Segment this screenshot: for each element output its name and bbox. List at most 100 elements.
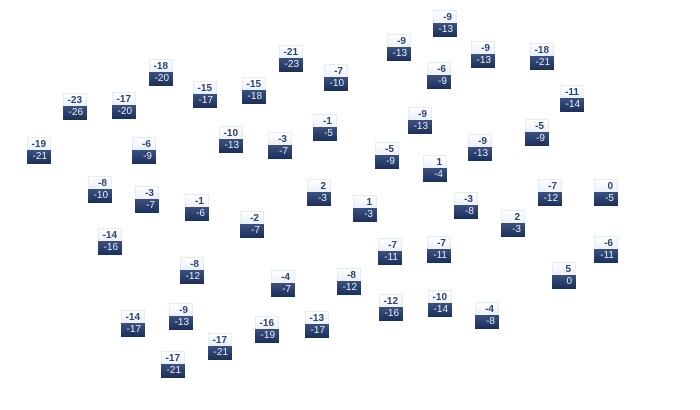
low-temperature: -9 xyxy=(525,132,549,146)
temperature-marker[interactable]: -10 -14 xyxy=(428,290,452,318)
high-temperature: 5 xyxy=(552,262,576,275)
temperature-marker[interactable]: -3 -8 xyxy=(454,192,478,220)
temperature-marker[interactable]: -19 -21 xyxy=(27,137,51,165)
low-temperature: -13 xyxy=(433,23,457,37)
temperature-marker[interactable]: -2 -7 xyxy=(240,211,264,239)
temperature-marker[interactable]: -7 -11 xyxy=(378,238,402,266)
temperature-marker[interactable]: -5 -9 xyxy=(375,142,399,170)
temperature-marker[interactable]: 0 -5 xyxy=(594,179,618,207)
temperature-marker[interactable]: -18 -21 xyxy=(530,43,554,71)
temperature-marker[interactable]: -9 -13 xyxy=(433,10,457,38)
temperature-marker[interactable]: -11 -14 xyxy=(560,85,584,113)
low-temperature: -4 xyxy=(423,168,447,182)
high-temperature: -10 xyxy=(428,290,452,303)
temperature-marker[interactable]: -15 -18 xyxy=(242,77,266,105)
high-temperature: -3 xyxy=(135,186,159,199)
low-temperature: -12 xyxy=(180,270,204,284)
low-temperature: -26 xyxy=(63,106,87,120)
temperature-marker[interactable]: -9 -13 xyxy=(468,134,492,162)
low-temperature: -11 xyxy=(378,251,402,265)
high-temperature: 2 xyxy=(501,210,525,223)
low-temperature: -10 xyxy=(324,77,348,91)
low-temperature: -13 xyxy=(387,47,411,61)
temperature-marker[interactable]: -9 -13 xyxy=(408,107,432,135)
temperature-marker[interactable]: -14 -17 xyxy=(121,310,145,338)
temperature-marker[interactable]: -1 -6 xyxy=(185,194,209,222)
temperature-marker[interactable]: -9 -13 xyxy=(471,41,495,69)
temperature-marker[interactable]: -14 -16 xyxy=(98,228,122,256)
temperature-marker[interactable]: -8 -12 xyxy=(180,257,204,285)
temperature-marker[interactable]: 2 -3 xyxy=(307,179,331,207)
temperature-marker[interactable]: -17 -21 xyxy=(161,351,185,379)
low-temperature: -9 xyxy=(427,75,451,89)
temperature-marker[interactable]: -7 -12 xyxy=(538,179,562,207)
temperature-marker[interactable]: 2 -3 xyxy=(501,210,525,238)
temperature-marker[interactable]: -8 -10 xyxy=(88,176,112,204)
temperature-marker[interactable]: -4 -7 xyxy=(271,270,295,298)
temperature-marker[interactable]: -17 -20 xyxy=(112,92,136,120)
temperature-marker[interactable]: -8 -12 xyxy=(337,268,361,296)
high-temperature: -19 xyxy=(27,137,51,150)
low-temperature: -3 xyxy=(501,223,525,237)
low-temperature: -13 xyxy=(219,139,243,153)
temperature-marker[interactable]: -13 -17 xyxy=(305,311,329,339)
high-temperature: 0 xyxy=(594,179,618,192)
high-temperature: -4 xyxy=(271,270,295,283)
high-temperature: -8 xyxy=(337,268,361,281)
high-temperature: -14 xyxy=(98,228,122,241)
high-temperature: -11 xyxy=(560,85,584,98)
temperature-marker[interactable]: -10 -13 xyxy=(219,126,243,154)
high-temperature: -6 xyxy=(594,236,618,249)
low-temperature: -16 xyxy=(379,307,403,321)
high-temperature: -3 xyxy=(268,132,292,145)
temperature-marker[interactable]: -4 -8 xyxy=(475,302,499,330)
low-temperature: -13 xyxy=(408,120,432,134)
low-temperature: -21 xyxy=(530,56,554,70)
low-temperature: -13 xyxy=(169,316,193,330)
low-temperature: -21 xyxy=(27,150,51,164)
temperature-marker[interactable]: -7 -11 xyxy=(427,236,451,264)
temperature-marker[interactable]: -12 -16 xyxy=(379,294,403,322)
temperature-marker[interactable]: -6 -9 xyxy=(427,62,451,90)
high-temperature: -6 xyxy=(427,62,451,75)
temperature-marker[interactable]: -9 -13 xyxy=(169,303,193,331)
high-temperature: -5 xyxy=(375,142,399,155)
low-temperature: -12 xyxy=(538,192,562,206)
high-temperature: -13 xyxy=(305,311,329,324)
high-temperature: 2 xyxy=(307,179,331,192)
high-temperature: -9 xyxy=(408,107,432,120)
low-temperature: -23 xyxy=(279,58,303,72)
low-temperature: -12 xyxy=(337,281,361,295)
temperature-marker[interactable]: -6 -9 xyxy=(132,137,156,165)
high-temperature: -7 xyxy=(427,236,451,249)
temperature-marker[interactable]: -16 -19 xyxy=(255,316,279,344)
low-temperature: -14 xyxy=(560,98,584,112)
low-temperature: -14 xyxy=(428,303,452,317)
temperature-marker[interactable]: -21 -23 xyxy=(279,45,303,73)
temperature-marker[interactable]: 1 -3 xyxy=(353,195,377,223)
temperature-marker[interactable]: -17 -21 xyxy=(208,333,232,361)
temperature-marker[interactable]: -3 -7 xyxy=(135,186,159,214)
temperature-marker[interactable]: 1 -4 xyxy=(423,155,447,183)
temperature-marker[interactable]: -23 -26 xyxy=(63,93,87,121)
temperature-marker[interactable]: -9 -13 xyxy=(387,34,411,62)
high-temperature: -14 xyxy=(121,310,145,323)
temperature-marker[interactable]: -1 -5 xyxy=(313,114,337,142)
low-temperature: -7 xyxy=(268,145,292,159)
temperature-marker[interactable]: -15 -17 xyxy=(193,81,217,109)
low-temperature: -21 xyxy=(161,364,185,378)
high-temperature: -8 xyxy=(180,257,204,270)
temperature-marker[interactable]: -3 -7 xyxy=(268,132,292,160)
high-temperature: -8 xyxy=(88,176,112,189)
temperature-marker[interactable]: -5 -9 xyxy=(525,119,549,147)
temperature-marker[interactable]: -18 -20 xyxy=(149,59,173,87)
temperature-marker[interactable]: -7 -10 xyxy=(324,64,348,92)
high-temperature: -9 xyxy=(169,303,193,316)
temperature-marker[interactable]: -6 -11 xyxy=(594,236,618,264)
low-temperature: -19 xyxy=(255,329,279,343)
high-temperature: -1 xyxy=(313,114,337,127)
high-temperature: -16 xyxy=(255,316,279,329)
low-temperature: -3 xyxy=(307,192,331,206)
high-temperature: -3 xyxy=(454,192,478,205)
